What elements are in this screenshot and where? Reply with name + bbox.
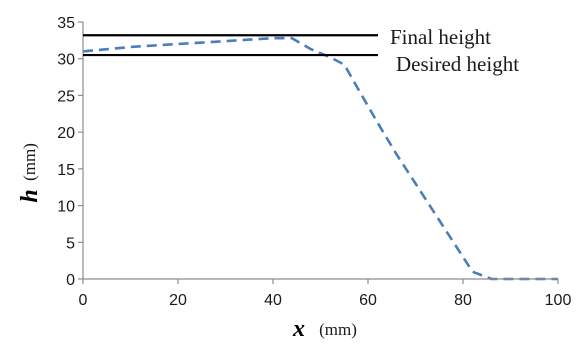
y-tick-label: 25 — [57, 88, 75, 105]
x-tick-label: 40 — [264, 292, 282, 309]
x-axis-unit: (mm) — [319, 320, 357, 339]
reference-lines: Final height Desired height — [83, 25, 519, 76]
x-axis-symbol: x — [292, 316, 305, 342]
y-axis-symbol: h — [17, 189, 43, 202]
y-tick-label: 30 — [57, 52, 75, 69]
x-tick-label: 60 — [359, 292, 377, 309]
x-tick-label: 80 — [454, 292, 472, 309]
axes — [78, 21, 559, 284]
y-tick-label: 0 — [66, 272, 75, 289]
y-tick-label: 35 — [57, 15, 75, 32]
y-tick-label: 15 — [57, 162, 75, 179]
x-tick-label: 0 — [79, 292, 88, 309]
tick-labels: 0 5 10 15 20 25 30 35 0 20 40 60 80 100 — [57, 15, 571, 309]
reference-line-label: Desired height — [396, 52, 519, 76]
y-axis-unit: (mm) — [20, 143, 39, 181]
y-tick-label: 20 — [57, 125, 75, 142]
y-tick-label: 10 — [57, 199, 75, 216]
y-tick-label: 5 — [66, 235, 75, 252]
reference-line-label: Final height — [390, 25, 491, 49]
x-tick-label: 100 — [545, 292, 572, 309]
x-tick-label: 20 — [169, 292, 187, 309]
